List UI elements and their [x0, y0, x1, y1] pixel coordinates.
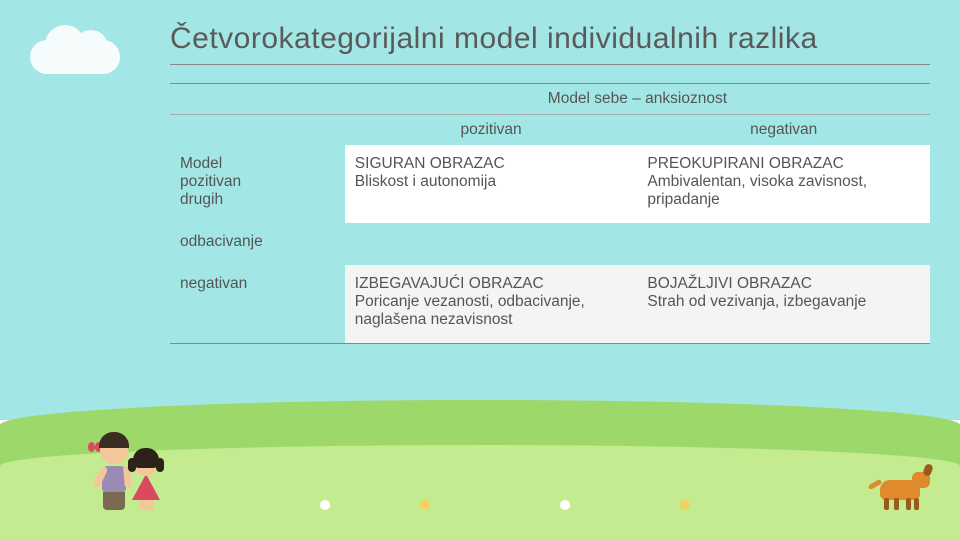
table-col-header-negativan: negativan — [637, 114, 930, 145]
flower-icon — [680, 500, 690, 510]
flower-icon — [420, 500, 430, 510]
flower-icon — [560, 500, 570, 510]
table-top-header: Model sebe – anksioznost — [345, 83, 930, 114]
cloud-icon — [30, 40, 120, 74]
table-row-header-bottom: negativan — [170, 265, 345, 344]
flower-icon — [320, 500, 330, 510]
dog-illustration — [880, 480, 920, 500]
table-cell: BOJAŽLJIVI OBRAZAC Strah od vezivanja, i… — [637, 265, 930, 344]
table-row-header-mid: odbacivanje — [170, 223, 345, 265]
table-col-header-pozitivan: pozitivan — [345, 114, 638, 145]
table-cell: PREOKUPIRANI OBRAZAC Ambivalentan, visok… — [637, 145, 930, 223]
table-cell: SIGURAN OBRAZAC Bliskost i autonomija — [345, 145, 638, 223]
table-cell: IZBEGAVAJUĆI OBRAZAC Poricanje vezanosti… — [345, 265, 638, 344]
table-row-header-top: Model pozitivan drugih — [170, 145, 345, 223]
slide-content: Četvorokategorijalni model individualnih… — [170, 20, 930, 344]
slide-title: Četvorokategorijalni model individualnih… — [170, 20, 930, 65]
model-table: Model sebe – anksioznost pozitivan negat… — [170, 83, 930, 344]
